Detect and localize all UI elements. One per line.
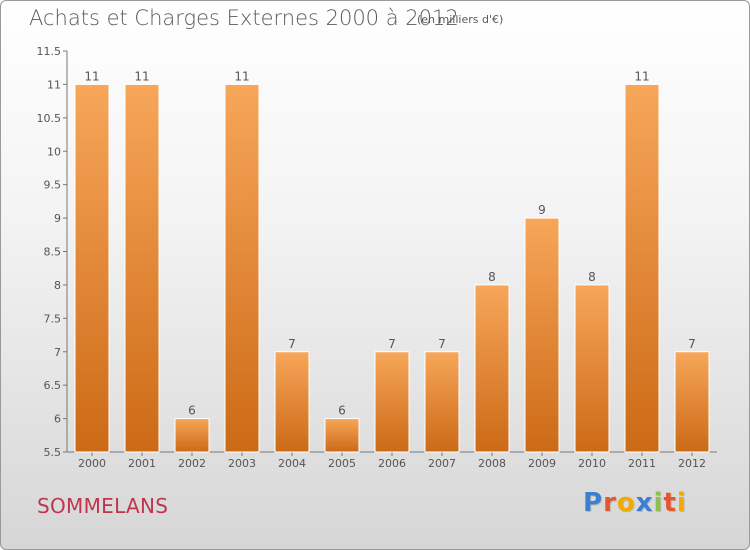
x-tick-label: 2007 [428,457,456,470]
x-tick-label: 2002 [178,457,206,470]
bar [674,351,710,453]
bar-value-label: 8 [588,270,596,284]
chart-title: Achats et Charges Externes 2000 à 2012 [29,6,459,30]
bar [124,83,160,453]
logo-letter: t [663,488,677,518]
bar [324,418,360,453]
x-tick-label: 2000 [78,457,106,470]
bar-value-label: 7 [688,337,696,351]
y-tick-label: 10.5 [37,112,62,125]
bar-value-label: 11 [84,69,99,83]
chart-unit: (en milliers d'€) [417,13,504,26]
logo-letter: i [653,488,664,518]
bar [574,284,610,453]
x-tick-label: 2005 [328,457,356,470]
y-tick-label: 6 [54,413,61,426]
y-tick-label: 7 [54,346,61,359]
bar-value-label: 11 [234,69,249,83]
x-tick-label: 2003 [228,457,256,470]
bar-value-label: 6 [188,404,196,418]
bar-value-label: 11 [134,69,149,83]
bar [224,83,260,453]
town-name: SOMMELANS [37,494,169,518]
proxiti-logo[interactable]: Proxiti [583,488,687,518]
logo-letter: i [676,488,687,518]
bar [274,351,310,453]
bar [74,83,110,453]
y-tick-label: 10 [47,145,61,158]
y-tick-label: 5.5 [44,446,62,459]
x-tick-label: 2006 [378,457,406,470]
y-tick-label: 9.5 [44,179,62,192]
bar [474,284,510,453]
x-tick-label: 2009 [528,457,556,470]
y-tick-label: 6.5 [44,379,62,392]
bar [374,351,410,453]
bar-value-label: 9 [538,203,546,217]
y-tick-label: 8 [54,279,61,292]
bar-value-label: 8 [488,270,496,284]
bar-value-label: 11 [634,69,649,83]
bar-value-label: 6 [338,404,346,418]
bar [524,217,560,453]
bar-value-label: 7 [388,337,396,351]
x-tick-label: 2008 [478,457,506,470]
logo-letter: o [616,488,636,518]
bar [624,83,660,453]
bar-value-label: 7 [288,337,296,351]
x-tick-label: 2011 [628,457,656,470]
logo-letter: P [583,488,604,518]
bar [174,418,210,453]
y-tick-label: 7.5 [44,312,62,325]
x-tick-label: 2004 [278,457,306,470]
y-tick-label: 9 [54,212,61,225]
logo-letter: r [603,488,617,518]
y-tick-label: 11.5 [37,45,62,58]
bar [424,351,460,453]
x-tick-label: 2010 [578,457,606,470]
x-tick-label: 2001 [128,457,156,470]
logo-letter: x [635,488,654,518]
bar-value-label: 7 [438,337,446,351]
x-tick-label: 2012 [678,457,706,470]
y-tick-label: 11 [47,78,61,91]
y-tick-label: 8.5 [44,246,62,259]
